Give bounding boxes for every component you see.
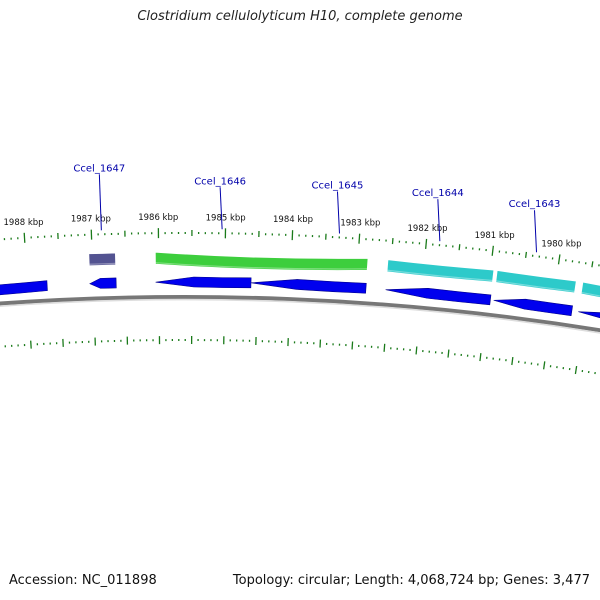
cds-arrow[interactable] (578, 311, 600, 335)
cds-arrow[interactable] (493, 298, 573, 317)
backbone-outer (0, 294, 600, 333)
scale-tick-label: 1980 kbp (541, 240, 581, 250)
accession-text: Accession: NC_011898 (9, 573, 157, 588)
scale-tick (358, 233, 361, 244)
scale-tick (23, 232, 26, 243)
cds-arrow[interactable] (0, 280, 48, 303)
inner-tick (415, 346, 418, 355)
genome-title: Clostridium cellulolyticum H10, complete… (137, 9, 463, 24)
gene-block-ccel-1644[interactable] (386, 259, 495, 283)
gene-block-ccel-1643[interactable] (495, 270, 577, 294)
gene-leader-line (219, 187, 223, 230)
gene-block-ccel-1647[interactable] (88, 252, 117, 267)
gene-highlight (155, 262, 368, 270)
gene-leader-line (437, 199, 441, 242)
scale-tick-label: 1982 kbp (408, 224, 448, 234)
gene-block-next[interactable] (580, 281, 600, 312)
gene-highlight (89, 262, 116, 265)
inner-tick (511, 356, 514, 366)
inner-tick (542, 361, 546, 370)
inner-tick (447, 349, 450, 358)
scale-tick-label: 1983 kbp (340, 219, 380, 229)
inner-tick (574, 365, 578, 375)
inner-tick (479, 353, 482, 362)
scale-tick-label: 1981 kbp (475, 231, 515, 241)
scale-tick-label: 1987 kbp (71, 215, 111, 225)
scale-tick-label: 1985 kbp (206, 213, 246, 223)
gene-label-ccel-1646[interactable]: Ccel_1646 (194, 176, 246, 187)
gene-label-ccel-1644[interactable]: Ccel_1644 (412, 188, 464, 199)
cds-arrow[interactable] (385, 287, 492, 306)
cds-arrow[interactable] (250, 279, 367, 294)
scale-tick (458, 244, 461, 251)
cds-arrow[interactable] (155, 276, 252, 289)
scale-tick-label: 1988 kbp (4, 218, 44, 228)
gene-leader-line (336, 191, 340, 234)
backbone-inner (0, 298, 600, 334)
scale-tick (524, 251, 528, 258)
scale-tick (491, 245, 494, 256)
scale-tick (591, 261, 594, 268)
cds-arrow[interactable] (89, 277, 117, 289)
gene-highlight (495, 280, 575, 293)
inner-tick (351, 341, 354, 350)
gene-block-ccel-1646[interactable] (154, 251, 369, 271)
gene-label-ccel-1647[interactable]: Ccel_1647 (73, 163, 125, 174)
gene-label-ccel-1643[interactable]: Ccel_1643 (509, 199, 561, 210)
gene-highlight (387, 269, 493, 282)
gene-label-ccel-1645[interactable]: Ccel_1645 (312, 180, 364, 191)
gene-leader-line (534, 210, 538, 253)
gene-leader-line (98, 174, 102, 231)
scale-tick (425, 238, 428, 249)
scale-tick (557, 254, 561, 265)
gene-highlight (581, 291, 600, 297)
scale-tick-label: 1984 kbp (273, 215, 313, 225)
inner-tick (383, 343, 386, 352)
scale-tick-label: 1986 kbp (138, 213, 178, 223)
genome-summary-text: Topology: circular; Length: 4,068,724 bp… (232, 573, 590, 588)
